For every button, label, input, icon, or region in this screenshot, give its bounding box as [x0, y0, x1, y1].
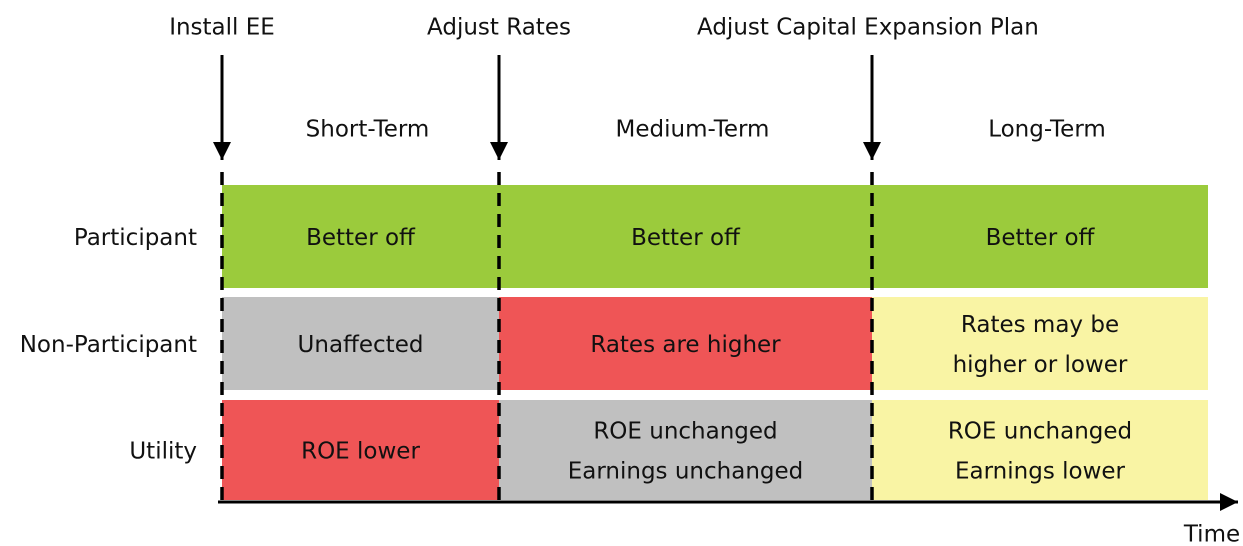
cell — [499, 297, 872, 390]
cell — [222, 297, 499, 390]
cell — [872, 400, 1208, 500]
cell — [872, 297, 1208, 390]
row-label: Utility — [129, 439, 197, 465]
axis-label: Time — [1183, 522, 1240, 546]
event-label: Adjust Capital Expansion Plan — [697, 15, 1039, 41]
cell — [499, 400, 872, 500]
cell — [222, 400, 499, 500]
phase-label: Short-Term — [306, 117, 430, 143]
cell-text: Better off — [631, 225, 741, 251]
event-label: Adjust Rates — [427, 15, 571, 41]
phase-label: Medium-Term — [616, 117, 770, 143]
cell-text: Unaffected — [298, 332, 424, 358]
event-label: Install EE — [169, 15, 275, 41]
cell-text: Rates are higher — [590, 332, 781, 358]
cell-text: Better off — [986, 225, 1096, 251]
cell-text: ROE unchanged — [593, 419, 777, 445]
cell-text: ROE lower — [301, 439, 420, 465]
cell-text: Earnings unchanged — [568, 459, 804, 485]
cell — [872, 185, 1208, 288]
row-label: Participant — [74, 225, 197, 251]
cell-text: higher or lower — [953, 352, 1128, 378]
cell — [499, 185, 872, 288]
cell-text: Better off — [306, 225, 416, 251]
cell — [222, 185, 499, 288]
cell-text: ROE unchanged — [948, 419, 1132, 445]
phase-label: Long-Term — [988, 117, 1106, 143]
cell-text: Rates may be — [961, 312, 1119, 338]
row-label: Non-Participant — [20, 332, 197, 358]
cell-text: Earnings lower — [955, 459, 1126, 485]
